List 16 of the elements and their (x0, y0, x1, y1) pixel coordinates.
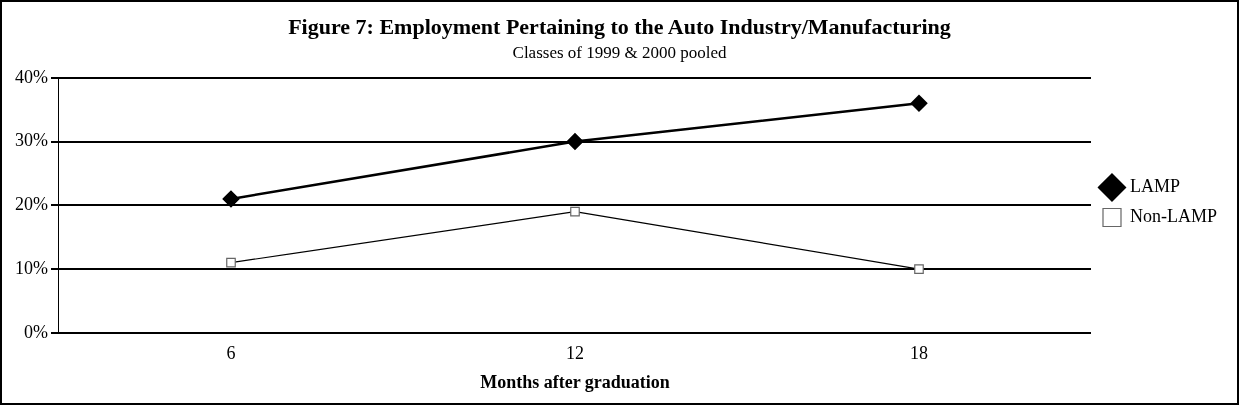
point (910, 95, 928, 112)
y-tick-label: 20% (14, 194, 48, 215)
x-axis-title: Months after graduation (480, 371, 670, 392)
y-tick-label: 40% (14, 66, 48, 87)
x-tick-label: 18 (910, 343, 928, 364)
point (222, 190, 240, 208)
chart-subtitle: Classes of 1999 & 2000 pooled (512, 43, 727, 63)
y-tick-label: 0% (23, 321, 48, 342)
x-tick-label: 6 (226, 343, 236, 364)
x-tick-label: 12 (566, 343, 584, 364)
y-tick-label: 30% (14, 130, 48, 151)
legend-label: LAMP (1130, 176, 1181, 197)
y-tick-label: 10% (14, 257, 48, 278)
legend-label: Non-LAMP (1130, 206, 1218, 227)
point (566, 133, 584, 150)
chart-title: Figure 7: Employment Pertaining to the Auto Industry/Manufacturing (288, 13, 951, 39)
